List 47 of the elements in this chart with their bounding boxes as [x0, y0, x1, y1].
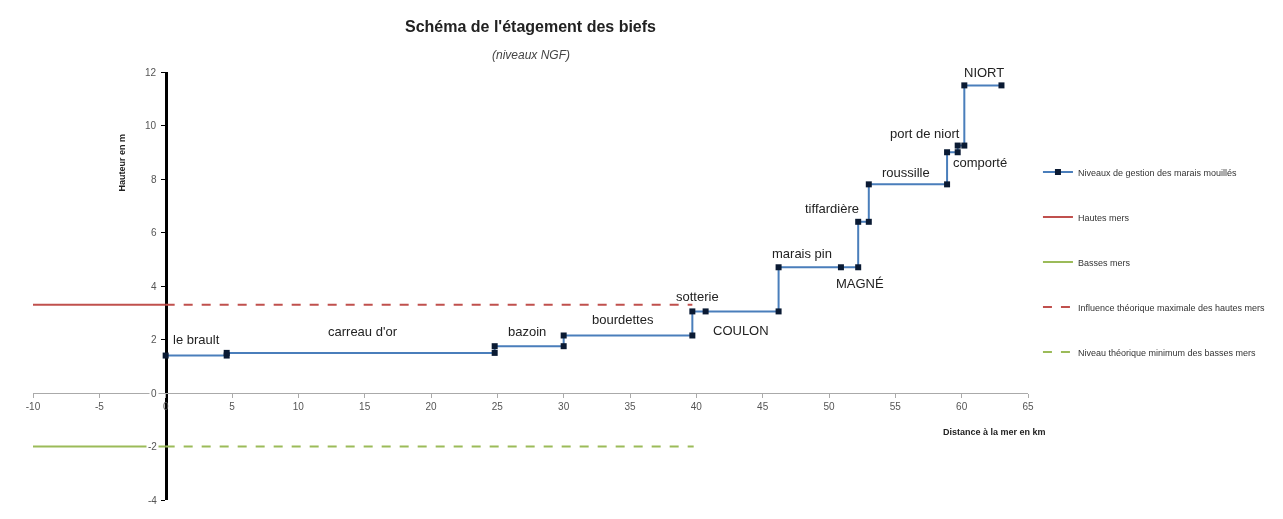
y-tick-label: 12: [145, 67, 157, 78]
x-tick-label: 50: [823, 401, 835, 412]
legend-label: Basses mers: [1077, 257, 1131, 268]
x-tick-label: -5: [94, 401, 105, 412]
annotation: bazoin: [508, 324, 547, 339]
annotation: carreau d'or: [328, 324, 398, 339]
x-tick-label: 0: [162, 401, 169, 412]
x-tick-label: 30: [558, 401, 570, 412]
x-tick-label: 5: [229, 401, 236, 412]
x-tick-label: 45: [757, 401, 769, 412]
annotation: COULON: [713, 323, 769, 338]
x-tick-label: 15: [359, 401, 371, 412]
x-tick-label: -10: [25, 401, 41, 412]
annotation: sotterie: [676, 289, 719, 304]
annotation: comporté: [953, 155, 1008, 170]
y-tick-label: 8: [151, 174, 157, 185]
chart-title: Schéma de l'étagement des biefs: [404, 17, 657, 35]
y-tick-label: 2: [151, 334, 157, 345]
x-tick-label: 55: [889, 401, 902, 412]
x-tick-label: 65: [1022, 401, 1034, 412]
annotation: port de niort: [890, 126, 960, 141]
annotation: MAGNÉ: [836, 276, 884, 291]
x-tick-label: 60: [956, 401, 968, 412]
legend-label: Hautes mers: [1077, 212, 1130, 223]
x-tick-label: 35: [624, 401, 636, 412]
y-tick-label: 10: [145, 120, 157, 131]
annotation: marais pin: [772, 246, 832, 261]
annotation: bourdettes: [592, 312, 654, 327]
annotation: tiffardière: [805, 201, 859, 216]
legend-label: Niveau théorique minimum des basses mers: [1077, 347, 1257, 358]
x-tick-label: 10: [292, 401, 305, 412]
x-tick-label: 20: [425, 401, 437, 412]
x-tick-label: 25: [491, 401, 504, 412]
chart-subtitle: (niveaux NGF): [492, 48, 571, 62]
annotation: NIORT: [964, 65, 1005, 80]
y-tick-label: 0: [151, 388, 157, 399]
legend-label: Influence théorique maximale des hautes mers: [1077, 302, 1266, 313]
x-tick-label: 40: [690, 401, 703, 412]
annotation: le brault: [173, 332, 220, 347]
y-tick-label: 6: [151, 227, 157, 238]
y-tick-label: -2: [148, 441, 158, 452]
y-tick-label: -4: [148, 495, 158, 506]
y-axis-title: Hauteur en m: [116, 133, 127, 192]
legend-label: Niveaux de gestion des marais mouillés: [1077, 167, 1238, 178]
y-tick-label: 4: [151, 281, 157, 292]
x-axis-title: Distance à la mer en km: [943, 427, 1046, 437]
annotation: roussille: [882, 165, 930, 180]
